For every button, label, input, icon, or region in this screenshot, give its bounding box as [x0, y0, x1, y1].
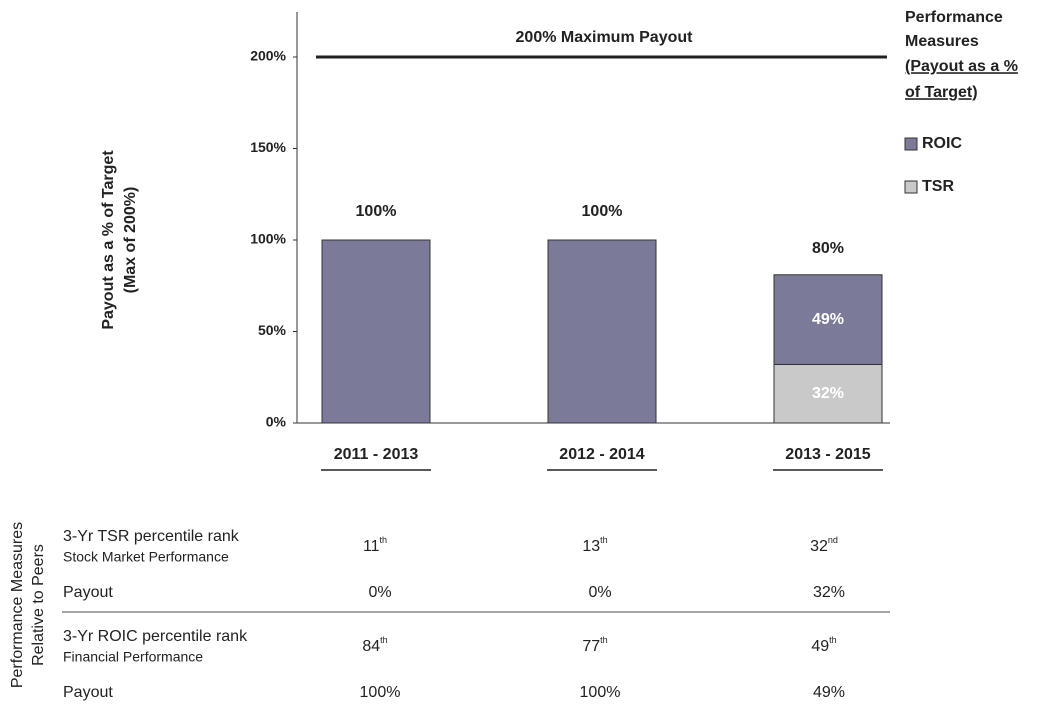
legend-swatch — [904, 180, 918, 194]
payout-cell: 49% — [813, 684, 845, 701]
side-label-line: Performance Measures — [9, 522, 26, 688]
y-tick-label: 200% — [250, 48, 286, 64]
legend-swatch — [904, 137, 918, 151]
y-tick-label: 50% — [258, 322, 287, 338]
y-tick-label: 100% — [250, 231, 286, 247]
legend-title: Performance — [905, 9, 1003, 26]
max-payout-label: 200% Maximum Payout — [516, 29, 694, 46]
rank-number: 11 — [363, 538, 380, 555]
rank-number: 32 — [810, 538, 828, 555]
rank-suffix: nd — [828, 535, 838, 545]
rank-suffix: th — [380, 535, 388, 545]
row-sublabel: Stock Market Performance — [63, 549, 229, 565]
segment-label: 49% — [812, 311, 844, 328]
rank-suffix: th — [600, 535, 608, 545]
y-tick-label: 0% — [266, 414, 287, 430]
x-tick-label: 2011 - 2013 — [334, 446, 419, 463]
legend-subtitle: (Payout as a % — [905, 58, 1018, 75]
payout-cell: 0% — [588, 584, 611, 601]
legend-subtitle: of Target) — [905, 84, 978, 101]
y-axis-label: Payout as a % of Target (Max of 200%) — [100, 150, 139, 330]
rank-suffix: th — [600, 635, 608, 645]
rank-suffix: th — [829, 635, 837, 645]
payout-cell: 100% — [360, 684, 401, 701]
x-tick-label: 2013 - 2015 — [785, 446, 871, 463]
rank-cell: 11th — [363, 535, 387, 555]
payout-label: Payout — [63, 684, 113, 701]
payout-label: Payout — [63, 584, 113, 601]
bar-segment — [773, 363, 883, 424]
total-label: 100% — [582, 203, 623, 220]
bar-segment — [547, 239, 657, 424]
table-side-label: Performance Measures Relative to Peers — [9, 522, 47, 688]
rank-number: 13 — [582, 538, 600, 555]
rank-cell: 32nd — [810, 535, 838, 555]
rank-number: 49 — [811, 638, 829, 655]
rank-suffix: th — [380, 635, 388, 645]
rank-number: 84 — [362, 638, 380, 655]
x-tick-label: 2012 - 2014 — [559, 446, 645, 463]
legend-label: TSR — [922, 178, 954, 195]
payout-cell: 100% — [580, 684, 621, 701]
rank-cell: 84th — [362, 635, 387, 655]
y-tick-label: 150% — [250, 139, 286, 155]
bar-segment — [321, 239, 431, 424]
total-label: 80% — [812, 240, 844, 257]
segment-label: 32% — [812, 385, 844, 402]
y-axis-label-line: Payout as a % of Target — [100, 150, 117, 330]
row-sublabel: Financial Performance — [63, 649, 203, 665]
total-label: 100% — [356, 203, 397, 220]
y-axis-label-line: (Max of 200%) — [122, 187, 139, 294]
rank-number: 77 — [582, 638, 600, 655]
legend-label: ROIC — [922, 135, 962, 152]
payout-cell: 0% — [368, 584, 391, 601]
rank-cell: 13th — [582, 535, 607, 555]
side-label-line: Relative to Peers — [30, 544, 47, 666]
bar-segment — [773, 274, 883, 365]
legend-title: Measures — [905, 33, 979, 50]
rank-cell: 77th — [582, 635, 607, 655]
row-label: 3-Yr ROIC percentile rank — [63, 628, 248, 645]
row-label: 3-Yr TSR percentile rank — [63, 528, 240, 545]
rank-cell: 49th — [811, 635, 836, 655]
payout-cell: 32% — [813, 584, 845, 601]
